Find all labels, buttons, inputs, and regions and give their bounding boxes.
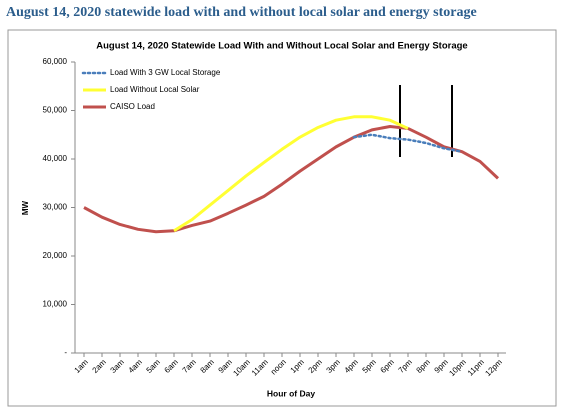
- series-line: [352, 133, 464, 153]
- chart-title: August 14, 2020 Statewide Load With and …: [96, 41, 467, 52]
- series-line: [173, 115, 409, 233]
- y-tick-label: 30,000: [43, 203, 68, 212]
- legend-label: Load With 3 GW Local Storage: [110, 68, 221, 77]
- y-tick-label: 60,000: [43, 57, 68, 66]
- legend-label: Load Without Local Solar: [110, 85, 200, 94]
- legend-label: CAISO Load: [110, 102, 155, 111]
- chart-frame: [7, 29, 557, 407]
- y-axis-label: MW: [21, 200, 30, 215]
- y-tick-label: 20,000: [43, 251, 68, 260]
- series-line: [83, 125, 500, 234]
- y-tick-label: -: [64, 348, 67, 357]
- y-tick-label: 40,000: [43, 154, 68, 163]
- y-tick-label: 10,000: [43, 300, 68, 309]
- page-heading: August 14, 2020 statewide load with and …: [6, 5, 477, 20]
- x-axis-label: Hour of Day: [267, 388, 315, 398]
- y-tick-label: 50,000: [43, 106, 68, 115]
